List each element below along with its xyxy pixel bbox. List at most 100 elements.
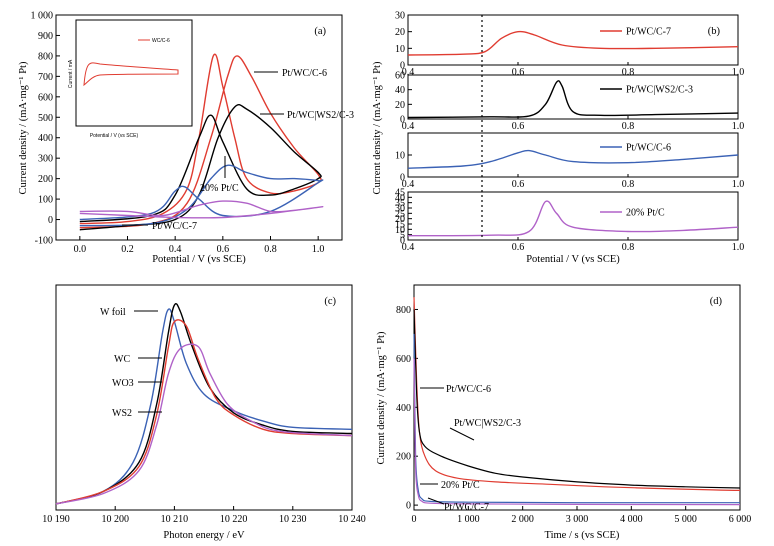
y-tick-label: 0: [48, 215, 53, 226]
y-tick-label: 45: [395, 188, 405, 199]
annotation-c-wo3: WO3: [112, 378, 134, 389]
y-tick-label: 0: [400, 115, 405, 126]
series-pt-wc-ws2-c-3: [413, 309, 741, 489]
x-tick-label: 0.4: [402, 242, 415, 253]
y-tick-label: 400: [396, 403, 411, 414]
x-tick-label: 0.6: [512, 67, 525, 78]
panel-d-label: (d): [710, 296, 723, 307]
legend-label: Pt/WC/C-6: [626, 143, 671, 154]
panel-b-sub1-frame: [407, 14, 739, 66]
y-tick-label: 600: [396, 354, 411, 365]
inset-xlabel: Potential / V (vs SCE): [90, 133, 139, 139]
x-tick-label: 0.0: [74, 244, 87, 255]
x-tick-label: 0.2: [121, 244, 134, 255]
annotation-d-ptwc6: Pt/WC/C-6: [446, 384, 491, 395]
panel-b-sub3-frame: [407, 132, 739, 178]
annotation-a-ptwc7: Pt/WC/C-7: [152, 221, 197, 232]
y-tick-label: -100: [35, 236, 53, 247]
x-tick-label: 0.4: [402, 67, 415, 78]
x-tick-label: 0.4: [402, 121, 415, 132]
x-tick-label: 10 210: [161, 514, 189, 525]
x-tick-label: 10 230: [279, 514, 307, 525]
series-w-foil: [55, 308, 353, 505]
panel-a-xlabel: Potential / V (vs SCE): [152, 254, 246, 265]
x-tick-label: 1.0: [732, 67, 745, 78]
panel-c-series: [55, 302, 353, 505]
annotation-a-ptc: 20% Pt/C: [200, 183, 239, 194]
x-tick-label: 1 000: [457, 514, 480, 525]
x-tick-label: 0.8: [622, 121, 635, 132]
panel-c-x-ticks: 10 190 10 200 10 210 10 220 10 230 10 240: [42, 506, 366, 525]
y-tick-label: 800: [38, 51, 53, 62]
panel-b-label: (b): [708, 26, 721, 37]
panel-c: 10 190 10 200 10 210 10 220 10 230 10 240 (c)…: [42, 284, 366, 541]
annotation-a-ptwc6: Pt/WC/C-6: [282, 68, 327, 79]
series-pt-wc-c-6: [407, 149, 739, 169]
panel-d-x-ticks: 0 1 000 2 000 3 000 4 000 5 000 6 000: [412, 506, 752, 525]
y-tick-label: 20: [395, 214, 405, 225]
series-20-pt-c: [413, 358, 741, 506]
x-tick-label: 0.8: [622, 242, 635, 253]
series-20-pt-c: [79, 200, 324, 219]
y-tick-label: 600: [38, 92, 53, 103]
x-tick-label: 0.4: [402, 179, 415, 190]
x-tick-label: 0.4: [169, 244, 182, 255]
x-tick-label: 5 000: [674, 514, 697, 525]
panel-d-ylabel: Current density / (mA·mg⁻¹ Pt): [376, 331, 387, 464]
y-tick-label: 5: [400, 230, 405, 241]
y-tick-label: 300: [38, 154, 53, 165]
panel-a-inset: WC/C-6 Potential / V (vs SCE) Current / …: [68, 19, 193, 139]
y-tick-label: 0: [400, 61, 405, 72]
y-tick-label: 60: [395, 71, 405, 82]
series-20-pt-c: [407, 200, 739, 237]
x-tick-label: 1.0: [732, 242, 745, 253]
y-tick-label: 400: [38, 133, 53, 144]
series-pt-wc-c-7: [79, 53, 322, 229]
y-tick-label: 30: [395, 204, 405, 215]
y-tick-label: 10: [395, 151, 405, 162]
x-tick-label: 0.8: [622, 67, 635, 78]
panel-a-label: (a): [314, 26, 326, 37]
annotation-a-ptwcws2: Pt/WC|WS2/C-3: [287, 110, 354, 121]
y-tick-label: 700: [38, 72, 53, 83]
y-tick-label: 200: [396, 452, 411, 463]
panel-c-label: (c): [324, 296, 336, 307]
panel-c-xlabel: Photon energy / eV: [163, 530, 245, 541]
x-tick-label: 6 000: [729, 514, 752, 525]
annotation-c-ws2: WS2: [112, 408, 132, 419]
x-tick-label: 3 000: [566, 514, 589, 525]
x-tick-label: 0.6: [512, 121, 525, 132]
panel-b-sub2-frame: [407, 74, 739, 120]
annotation-arrow: [449, 427, 475, 441]
series-pt-wc-c-6: [79, 164, 324, 227]
x-tick-label: 0: [412, 514, 417, 525]
x-tick-label: 10 240: [338, 514, 366, 525]
y-tick-label: 35: [395, 198, 405, 209]
panel-b-sub4-frame: [407, 191, 739, 241]
series-pt-wc-ws2-c-3: [79, 104, 322, 231]
annotation-c-wfoil: W foil: [100, 307, 126, 318]
y-tick-label: 0: [400, 236, 405, 247]
y-tick-label: 500: [38, 113, 53, 124]
annotation-d-ptwc7: Pt/WC/C-7: [444, 502, 489, 513]
inset-ylabel: Current / mA: [68, 59, 74, 88]
annotation-d-ptwcws2: Pt/WC|WS2/C-3: [454, 418, 521, 429]
y-tick-label: 40: [395, 85, 405, 96]
y-tick-label: 30: [395, 11, 405, 22]
x-tick-label: 0.6: [512, 179, 525, 190]
panel-b-xlabel: Potential / V (vs SCE): [526, 254, 620, 265]
panel-a-x-ticks: 0.0 0.2 0.4 0.6 0.8 1.0: [74, 236, 324, 255]
y-tick-label: 800: [396, 305, 411, 316]
panel-a-frame: [55, 14, 343, 241]
legend-label: Pt/WC/C-7: [626, 27, 671, 38]
x-tick-label: 0.8: [622, 179, 635, 190]
x-tick-label: 0.8: [264, 244, 277, 255]
y-tick-label: 1 000: [31, 11, 54, 22]
panel-d-xlabel: Time / s (vs SCE): [545, 530, 620, 541]
panel-b-ylabel: Current density / (mA·mg⁻¹ Pt): [372, 61, 383, 194]
series-ws2: [55, 343, 353, 505]
y-tick-label: 10: [395, 44, 405, 55]
panel-d: 0 200 400 600 800 0 1 000 2 000 3 000 4 000 5 000…: [376, 284, 752, 541]
